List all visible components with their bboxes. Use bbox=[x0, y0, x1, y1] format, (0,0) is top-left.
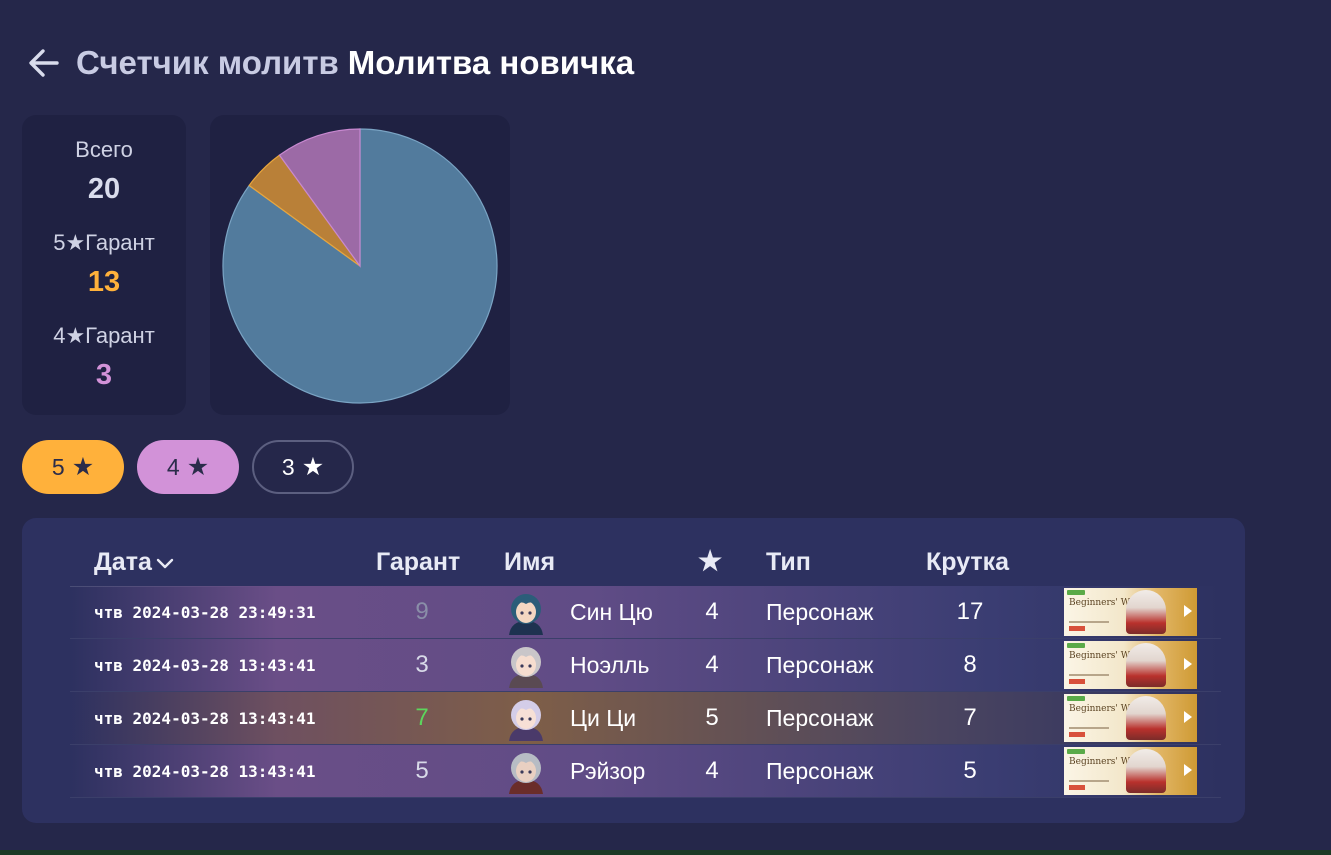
row-date: чтв 2024-03-28 13:43:41 bbox=[94, 708, 316, 728]
row-roll: 17 bbox=[956, 598, 984, 625]
banner-thumbnail: Beginners' Wish bbox=[1064, 639, 1197, 691]
row-character-name: Ци Ци bbox=[570, 704, 637, 731]
row-character-name: Рэйзор bbox=[570, 757, 646, 784]
five-star-pity-label: 5★Гарант bbox=[53, 230, 155, 255]
row-roll: 7 bbox=[963, 704, 977, 731]
row-rarity: 4 bbox=[705, 651, 719, 678]
five-star-pity-value: 13 bbox=[87, 266, 121, 298]
star-icon: ★ bbox=[71, 453, 95, 481]
row-pity: 9 bbox=[415, 598, 429, 625]
row-roll: 8 bbox=[963, 651, 977, 678]
row-rarity: 4 bbox=[705, 598, 719, 625]
star-icon: ★ bbox=[698, 546, 723, 576]
four-star-pity-label: 4★Гарант bbox=[53, 323, 155, 348]
arrow-left-icon[interactable] bbox=[26, 45, 62, 81]
banner-title: Beginners' Wish bbox=[1069, 757, 1144, 767]
table-row[interactable]: чтв 2024-03-28 13:43:41 5 Рэйзор 4 Персонаж 5… bbox=[70, 745, 1221, 798]
star-icon: ★ bbox=[186, 453, 210, 481]
row-rarity: 5 bbox=[705, 704, 719, 731]
row-type: Персонаж bbox=[766, 598, 874, 625]
pie-chart bbox=[222, 128, 498, 404]
column-header-pity: Гарант bbox=[376, 548, 461, 576]
row-pity: 5 bbox=[415, 757, 429, 784]
row-roll: 5 bbox=[963, 757, 977, 784]
table-row[interactable]: чтв 2024-03-28 13:43:41 7 Ци Ци 5 Персонаж 7 B… bbox=[70, 692, 1221, 745]
table-header: Дата Гарант Имя ★ Тип Крутка bbox=[70, 540, 1221, 587]
filter-3-star-button[interactable]: 3 ★ bbox=[252, 440, 354, 494]
wish-history-table: Дата Гарант Имя ★ Тип Крутка чтв 2024-03… bbox=[22, 518, 1245, 823]
row-pity: 3 bbox=[415, 651, 429, 678]
pie-slice bbox=[278, 128, 361, 268]
filter-4-star-button[interactable]: 4 ★ bbox=[137, 440, 239, 494]
character-avatar bbox=[502, 692, 550, 744]
character-avatar bbox=[502, 745, 550, 797]
table-row[interactable]: чтв 2024-03-28 23:49:31 9 Син Цю 4 Персонаж 1… bbox=[70, 586, 1221, 639]
banner-title: Beginners' Wish bbox=[1069, 651, 1144, 661]
page-title: Молитва новичка bbox=[347, 44, 635, 81]
row-character-name: Ноэлль bbox=[570, 651, 650, 678]
bottom-divider bbox=[0, 850, 1331, 855]
page-title-prefix: Счетчик молитв bbox=[76, 44, 339, 81]
page-header: Счетчик молитв Молитва новичка bbox=[26, 40, 634, 86]
filter-3-star-label: 3 bbox=[281, 453, 295, 480]
column-header-name: Имя bbox=[504, 548, 556, 576]
chevron-down-icon bbox=[156, 558, 174, 568]
stats-card: Всего 20 5★Гарант 13 4★Гарант 3 bbox=[22, 115, 186, 415]
row-character-name: Син Цю bbox=[570, 598, 653, 625]
rarity-filters: 5 ★ 4 ★ 3 ★ bbox=[22, 440, 354, 494]
banner-thumbnail: Beginners' Wish bbox=[1064, 586, 1197, 638]
column-header-roll: Крутка bbox=[926, 548, 1010, 576]
total-value: 20 bbox=[87, 173, 121, 205]
table-row[interactable]: чтв 2024-03-28 13:43:41 3 Ноэлль 4 Персонаж 8… bbox=[70, 639, 1221, 692]
banner-thumbnail: Beginners' Wish bbox=[1064, 745, 1197, 797]
row-type: Персонаж bbox=[766, 704, 874, 731]
row-date: чтв 2024-03-28 13:43:41 bbox=[94, 761, 316, 781]
filter-5-star-label: 5 bbox=[51, 453, 65, 480]
character-avatar bbox=[502, 586, 550, 638]
banner-title: Beginners' Wish bbox=[1069, 598, 1144, 608]
filter-5-star-button[interactable]: 5 ★ bbox=[22, 440, 124, 494]
row-rarity: 4 bbox=[705, 757, 719, 784]
star-icon: ★ bbox=[301, 453, 325, 481]
filter-4-star-label: 4 bbox=[166, 453, 180, 480]
row-date: чтв 2024-03-28 23:49:31 bbox=[94, 602, 316, 622]
row-date: чтв 2024-03-28 13:43:41 bbox=[94, 655, 316, 675]
four-star-pity-value: 3 bbox=[95, 359, 113, 391]
pie-chart-card bbox=[210, 115, 510, 415]
banner-title: Beginners' Wish bbox=[1069, 704, 1144, 714]
banner-thumbnail: Beginners' Wish bbox=[1064, 692, 1197, 744]
column-header-date[interactable]: Дата bbox=[94, 548, 174, 577]
row-type: Персонаж bbox=[766, 757, 874, 784]
column-header-type: Тип bbox=[766, 548, 811, 576]
row-pity: 7 bbox=[415, 704, 429, 731]
total-label: Всего bbox=[75, 137, 133, 162]
row-type: Персонаж bbox=[766, 651, 874, 678]
character-avatar bbox=[502, 639, 550, 691]
